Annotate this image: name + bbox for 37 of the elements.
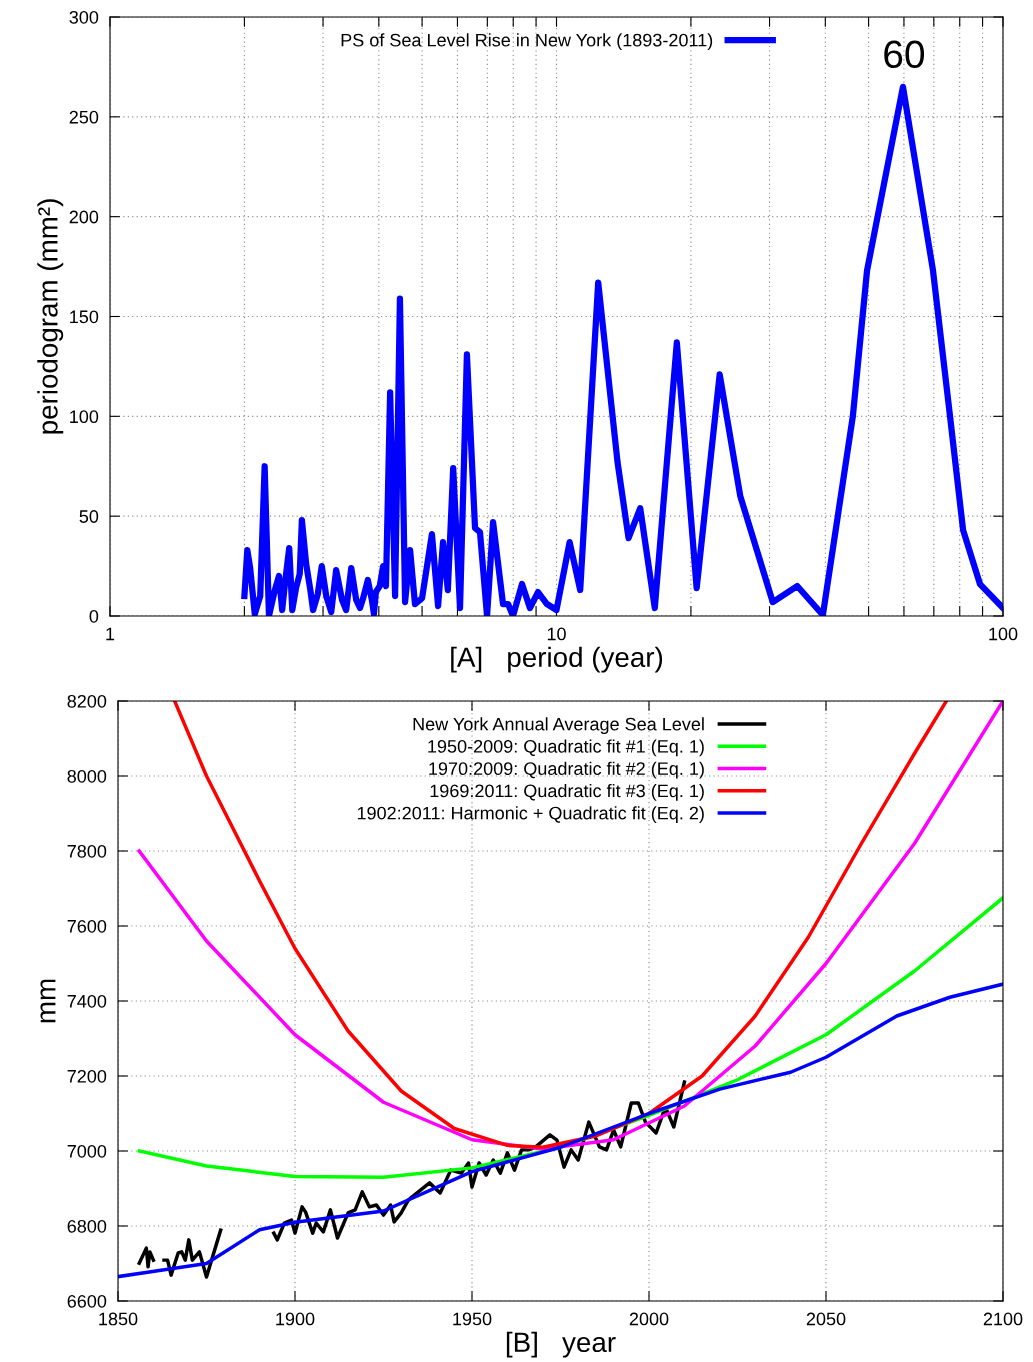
y-tick-label: 100 — [70, 410, 99, 424]
y-tick-label: 50 — [79, 510, 99, 523]
y-axis-title: periodogram (mm²) — [37, 199, 64, 434]
legend-label: 1950-2009: Quadratic fit #1 (Eq. 1) — [428, 739, 704, 757]
x-tick-label: 2050 — [806, 1312, 846, 1326]
y-tick-label: 6800 — [67, 1219, 107, 1233]
legend-label: 1902:2011: Harmonic + Quadratic fit (Eq. 2) — [357, 806, 704, 824]
line-series — [118, 982, 1003, 1279]
y-tick-label: 7800 — [67, 844, 107, 858]
annotation: 60 — [884, 40, 925, 69]
x-tick-label: 1850 — [99, 1312, 138, 1326]
legend-label: 1970:2009: Quadratic fit #2 (Eq. 1) — [429, 761, 704, 779]
y-tick-label: 7400 — [67, 994, 107, 1008]
x-tick-label: 10 — [547, 627, 566, 641]
y-tick-label: 7600 — [67, 919, 107, 933]
legend-label: PS of Sea Level Rise in New York (1893-2011) — [341, 33, 713, 51]
x-tick-label: 1950 — [453, 1312, 492, 1326]
y-tick-label: 8000 — [67, 769, 107, 783]
x-tick-label: 100 — [989, 627, 1018, 641]
x-tick-label: 1900 — [276, 1312, 315, 1326]
x-tick-label: 1 — [106, 627, 115, 641]
y-tick-label: 6600 — [67, 1294, 107, 1308]
y-tick-label: 150 — [70, 310, 99, 324]
y-tick-label: 7200 — [67, 1069, 107, 1083]
y-tick-label: 250 — [69, 110, 99, 124]
x-tick-label: 2100 — [983, 1312, 1023, 1326]
y-tick-label: 0 — [89, 609, 99, 623]
y-tick-label: 8200 — [67, 694, 107, 708]
x-axis-title: [B] year — [506, 1331, 616, 1358]
y-tick-label: 300 — [69, 10, 99, 24]
y-tick-label: 200 — [69, 210, 99, 224]
legend-label: 1969:2011: Quadratic fit #3 (Eq. 1) — [430, 783, 704, 801]
x-axis-title: [A] period (year) — [451, 646, 663, 673]
x-tick-label: 2000 — [629, 1312, 669, 1326]
legend-label: New York Annual Average Sea Level — [413, 717, 704, 735]
y-tick-label: 7000 — [67, 1144, 107, 1158]
y-axis-title: mm — [40, 979, 56, 1023]
